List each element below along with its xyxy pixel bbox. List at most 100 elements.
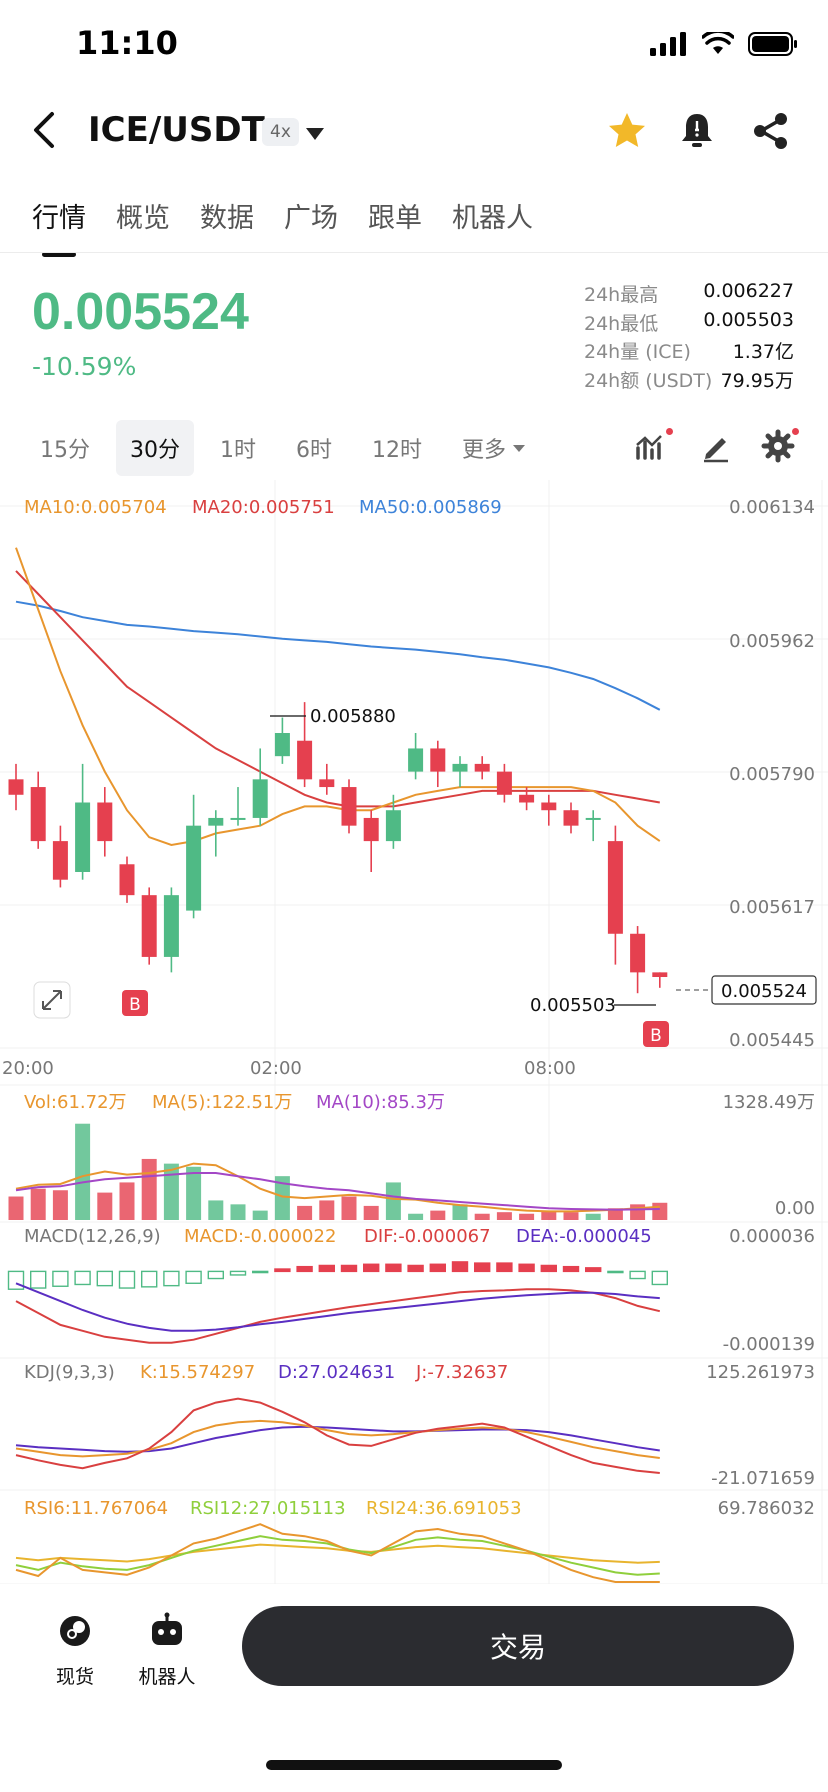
candle-body bbox=[563, 810, 579, 826]
vol-y-top: 1328.49万 bbox=[723, 1092, 815, 1113]
macd-histogram-bar bbox=[518, 1263, 535, 1273]
stat-label: 24h最高 bbox=[584, 284, 659, 306]
kdj-j-legend: J:-7.32637 bbox=[415, 1362, 508, 1383]
kdj-d-legend: D:27.024631 bbox=[278, 1362, 395, 1383]
spot-nav-button[interactable]: 现货 bbox=[30, 1612, 120, 1689]
buy-marker[interactable]: B bbox=[122, 990, 148, 1016]
price-change-percent: -10.59% bbox=[32, 352, 137, 381]
dif-legend: DIF:-0.000067 bbox=[364, 1226, 491, 1247]
macd-histogram-bar bbox=[474, 1262, 491, 1273]
stat-value: 79.95万 bbox=[720, 369, 794, 392]
rsi6-line bbox=[15, 1523, 660, 1583]
candle-body bbox=[230, 817, 246, 820]
volume-bar bbox=[652, 1202, 668, 1220]
rsi24-line bbox=[15, 1543, 660, 1564]
macd-histogram-bar bbox=[74, 1270, 91, 1286]
volume-bar bbox=[563, 1212, 579, 1220]
candle-body bbox=[519, 794, 535, 803]
buy-marker-label: B bbox=[650, 1026, 662, 1046]
ma50-legend: MA50:0.005869 bbox=[359, 497, 502, 518]
tab-overview[interactable]: 概览 bbox=[116, 203, 170, 234]
volume-bar bbox=[430, 1210, 446, 1220]
share-icon[interactable] bbox=[748, 108, 794, 154]
candle-body bbox=[119, 864, 135, 896]
vol-legend: Vol:61.72万 bbox=[24, 1092, 127, 1113]
stat-value: 0.005503 bbox=[703, 308, 794, 331]
stat-label: 24h额 (USDT) bbox=[584, 369, 713, 392]
back-button[interactable] bbox=[24, 108, 68, 152]
volume-bar bbox=[52, 1190, 68, 1220]
volume-bar bbox=[630, 1204, 646, 1220]
ma10-legend: MA10:0.005704 bbox=[24, 497, 167, 518]
buy-marker-label: B bbox=[129, 995, 141, 1015]
kdj-y-top: 125.261973 bbox=[706, 1362, 815, 1383]
home-indicator bbox=[266, 1760, 562, 1770]
x-tick-3: 08:00 bbox=[524, 1058, 576, 1079]
price-alert-bell-icon[interactable] bbox=[674, 108, 720, 154]
tab-square[interactable]: 广场 bbox=[284, 203, 338, 234]
macd-histogram-bar bbox=[585, 1267, 602, 1273]
trade-button[interactable]: 交易 bbox=[242, 1606, 794, 1686]
macd-histogram-bar bbox=[251, 1270, 269, 1274]
robot-icon bbox=[152, 1612, 182, 1645]
high-price-label: 0.005880 bbox=[310, 706, 396, 727]
macd-dea-line bbox=[15, 1282, 660, 1332]
stat-label: 24h最低 bbox=[584, 312, 659, 335]
wifi-icon bbox=[702, 32, 734, 54]
tab-copy-trading[interactable]: 跟单 bbox=[368, 203, 422, 234]
chart-grid bbox=[0, 480, 828, 1584]
volume-bar bbox=[452, 1204, 468, 1220]
macd-histogram-bar bbox=[429, 1263, 446, 1273]
ma20-line bbox=[15, 570, 660, 808]
volume-bar bbox=[607, 1208, 623, 1220]
interval-12h[interactable]: 12时 bbox=[372, 438, 422, 463]
kline-chart[interactable]: MA10:0.005704 MA20:0.005751 MA50:0.00586… bbox=[0, 480, 828, 1584]
low-price-label: 0.005503 bbox=[530, 995, 616, 1016]
volume-bar bbox=[30, 1188, 46, 1220]
ma50-line bbox=[15, 600, 661, 711]
stat-row-high: 24h最高 0.006227 bbox=[584, 280, 794, 309]
volume-bar bbox=[208, 1200, 224, 1220]
robot-nav-button[interactable]: 机器人 bbox=[122, 1612, 212, 1689]
kdj-k-legend: K:15.574297 bbox=[140, 1362, 255, 1383]
draw-pencil-icon[interactable] bbox=[698, 428, 734, 464]
kdj-y-bottom: -21.071659 bbox=[711, 1468, 815, 1489]
volume-ma10-line bbox=[15, 1172, 660, 1211]
stat-row-volume: 24h量 (ICE) 1.37亿 bbox=[584, 337, 794, 366]
24h-stats: 24h最高 0.006227 24h最低 0.005503 24h量 (ICE)… bbox=[584, 280, 794, 394]
interval-1h[interactable]: 1时 bbox=[220, 438, 256, 463]
kdj-d-line bbox=[15, 1425, 660, 1453]
tab-robot[interactable]: 机器人 bbox=[452, 203, 533, 234]
indicator-chart-icon bbox=[636, 435, 662, 460]
rsi24-legend: RSI24:36.691053 bbox=[366, 1498, 522, 1519]
interval-15m[interactable]: 15分 bbox=[40, 438, 90, 463]
volume-bar bbox=[8, 1196, 24, 1220]
interval-30m[interactable]: 30分 bbox=[116, 420, 194, 476]
macd-y-top: 0.000036 bbox=[729, 1226, 815, 1247]
candle-body bbox=[430, 748, 446, 772]
battery-icon bbox=[748, 32, 797, 56]
notification-dot bbox=[792, 428, 799, 435]
macd-histogram-bar bbox=[185, 1270, 202, 1284]
interval-more-label: 更多 bbox=[462, 438, 507, 463]
macd-y-bottom: -0.000139 bbox=[723, 1334, 815, 1355]
candle-body bbox=[252, 779, 268, 818]
macd-histogram-bar bbox=[96, 1270, 114, 1287]
favorite-star-icon[interactable] bbox=[604, 108, 650, 154]
indicator-tool-button[interactable] bbox=[634, 428, 673, 464]
volume-bar bbox=[408, 1213, 424, 1220]
expand-chart-button[interactable] bbox=[33, 981, 71, 1019]
tab-market[interactable]: 行情 bbox=[32, 196, 86, 257]
interval-more-dropdown[interactable]: 更多 bbox=[448, 420, 540, 476]
tab-data[interactable]: 数据 bbox=[200, 203, 254, 234]
chart-settings-button[interactable] bbox=[760, 428, 799, 464]
buy-marker[interactable]: B bbox=[643, 1021, 669, 1047]
interval-6h[interactable]: 6时 bbox=[296, 438, 332, 463]
ma10-line bbox=[15, 547, 661, 847]
pair-dropdown-icon[interactable] bbox=[304, 124, 326, 144]
macd-histogram-bar bbox=[363, 1263, 380, 1273]
pair-title[interactable]: ICE/USDT bbox=[88, 110, 265, 150]
volume-bar bbox=[230, 1204, 246, 1220]
rsi12-legend: RSI12:27.015113 bbox=[190, 1498, 346, 1519]
cellular-signal-icon bbox=[650, 32, 686, 56]
